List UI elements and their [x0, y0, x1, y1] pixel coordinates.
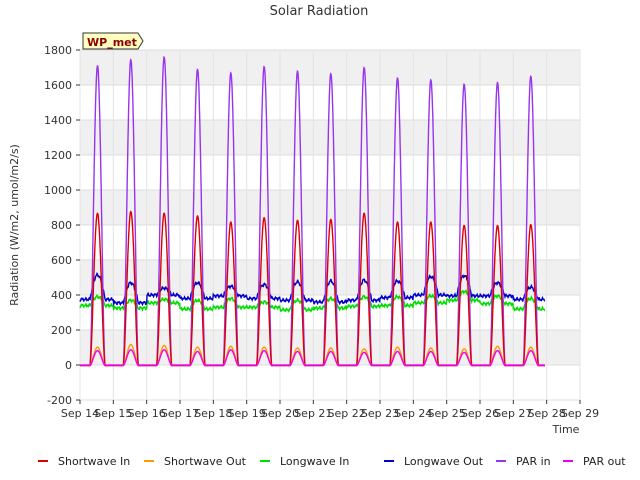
x-tick-label: Sep 15: [94, 407, 132, 420]
y-tick-label: -200: [47, 394, 72, 407]
y-tick-label: 200: [51, 324, 72, 337]
legend-label-longwave-out: Longwave Out: [404, 455, 484, 468]
y-tick-label: 1400: [44, 114, 72, 127]
y-tick-label: 1000: [44, 184, 72, 197]
y-tick-label: 0: [65, 359, 72, 372]
y-tick-label: 400: [51, 289, 72, 302]
x-tick-label: Sep 17: [161, 407, 199, 420]
chart-title: Solar Radiation: [270, 4, 369, 19]
y-tick-label: 1800: [44, 44, 72, 57]
y-axis-label: Radiation (W/m2, umol/m2/s): [8, 144, 21, 306]
series-line-longwave-in: [79, 289, 546, 313]
legend: Shortwave In Shortwave Out Longwave In Long…: [38, 455, 626, 468]
y-tick-label: 600: [51, 254, 72, 267]
x-tick-label: Sep 26: [461, 407, 499, 420]
x-tick-label: Sep 29: [561, 407, 599, 420]
x-tick-label: Sep 23: [361, 407, 399, 420]
x-tick-label: Sep 14: [61, 407, 99, 420]
legend-label-shortwave-in: Shortwave In: [58, 455, 130, 468]
x-tick-label: Sep 28: [528, 407, 566, 420]
series-group: [79, 55, 546, 367]
legend-label-longwave-in: Longwave In: [280, 455, 349, 468]
x-tick-label: Sep 27: [494, 407, 532, 420]
x-tick-label: Sep 20: [261, 407, 299, 420]
x-tick-label: Sep 18: [194, 407, 232, 420]
site-badge-box: [82, 32, 144, 50]
x-tick-label: Sep 19: [228, 407, 266, 420]
x-tick-label: Sep 21: [294, 407, 332, 420]
site-badge-label: WP_met: [87, 36, 137, 49]
site-badge: WP_met: [82, 32, 144, 50]
legend-label-par-out: PAR out: [583, 455, 626, 468]
x-axis-label: Time: [552, 423, 580, 436]
x-tick-label: Sep 24: [394, 407, 432, 420]
x-tick-label: Sep 25: [428, 407, 466, 420]
legend-label-shortwave-out: Shortwave Out: [164, 455, 247, 468]
x-tick-label: Sep 16: [128, 407, 166, 420]
grid-band: [80, 120, 580, 155]
y-tick-label: 1600: [44, 79, 72, 92]
x-tick-label: Sep 22: [328, 407, 366, 420]
grid-band: [80, 260, 580, 295]
series-line-par-out: [80, 349, 545, 367]
legend-label-par-in: PAR in: [516, 455, 551, 468]
y-tick-label: 1200: [44, 149, 72, 162]
y-tick-label: 800: [51, 219, 72, 232]
y-axis-ticks: -200 0 200 400 600 800 1000 1200 1400 1600 1800: [44, 44, 80, 407]
